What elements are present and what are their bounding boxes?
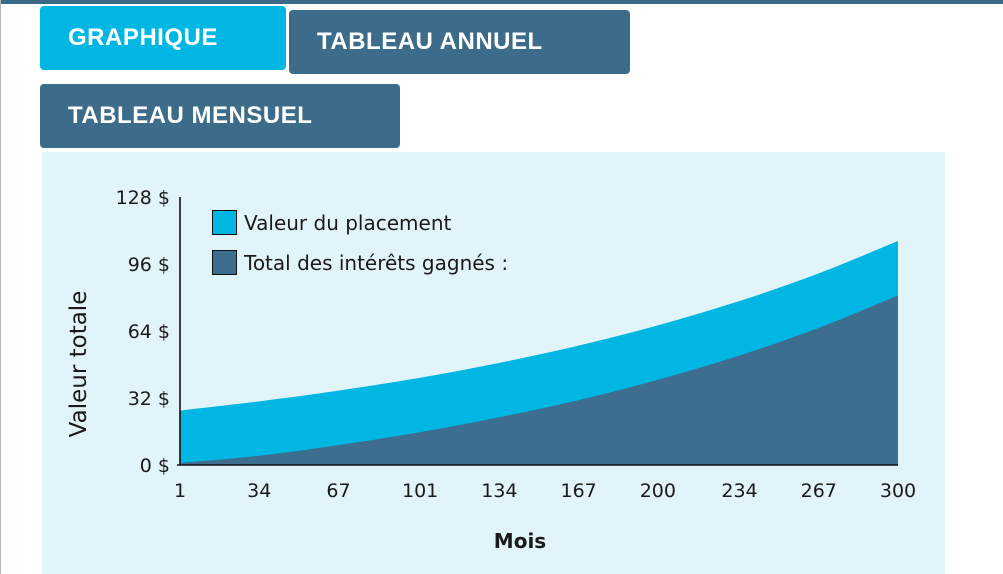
legend-label-valeur: Valeur du placement (244, 210, 452, 235)
x-tick-label: 234 (721, 480, 757, 502)
y-tick-label: 64 $ (128, 321, 170, 343)
legend-swatch-interets (212, 250, 237, 275)
y-tick-label: 96 $ (128, 254, 170, 276)
x-tick-label: 1 (174, 480, 186, 502)
y-tick-label: 0 $ (140, 455, 170, 477)
tab-tableau-mensuel-label: TABLEAU MENSUEL (68, 102, 313, 129)
chart-panel: 0 $32 $64 $96 $128 $1 34 67 101 134 167 200 234… (42, 152, 945, 574)
x-tick-label: 101 (402, 480, 438, 502)
x-axis-title: Mois (494, 529, 546, 553)
x-tick-label: 134 (481, 480, 517, 502)
x-tick-label: 200 (640, 480, 676, 502)
left-edge-line (0, 0, 1, 574)
legend-item-interets: Total des intérêts gagnés : (212, 250, 508, 275)
x-tick-label: 167 (560, 480, 596, 502)
tab-tableau-mensuel[interactable]: TABLEAU MENSUEL (40, 84, 400, 148)
tab-tableau-annuel[interactable]: TABLEAU ANNUEL (289, 10, 630, 74)
y-tick-label: 32 $ (128, 388, 170, 410)
tab-graphique[interactable]: GRAPHIQUE (40, 6, 286, 70)
top-border-bar (0, 0, 1003, 4)
x-tick-label: 34 (247, 480, 271, 502)
tab-graphique-label: GRAPHIQUE (68, 24, 218, 51)
x-tick-label: 300 (880, 480, 916, 502)
y-axis-title: Valeur totale (66, 291, 92, 438)
area-chart: 0 $32 $64 $96 $128 $1 34 67 101 134 167 200 234… (66, 187, 916, 553)
tab-tableau-annuel-label: TABLEAU ANNUEL (317, 28, 543, 55)
legend-swatch-valeur (212, 210, 237, 235)
chart-legend: Valeur du placement Total des intérêts g… (212, 210, 508, 290)
legend-item-valeur: Valeur du placement (212, 210, 508, 235)
area-series-1 (180, 295, 898, 465)
x-tick-label: 67 (326, 480, 350, 502)
y-tick-label: 128 $ (116, 187, 170, 209)
legend-label-interets: Total des intérêts gagnés : (244, 250, 509, 275)
x-tick-label: 267 (801, 480, 837, 502)
